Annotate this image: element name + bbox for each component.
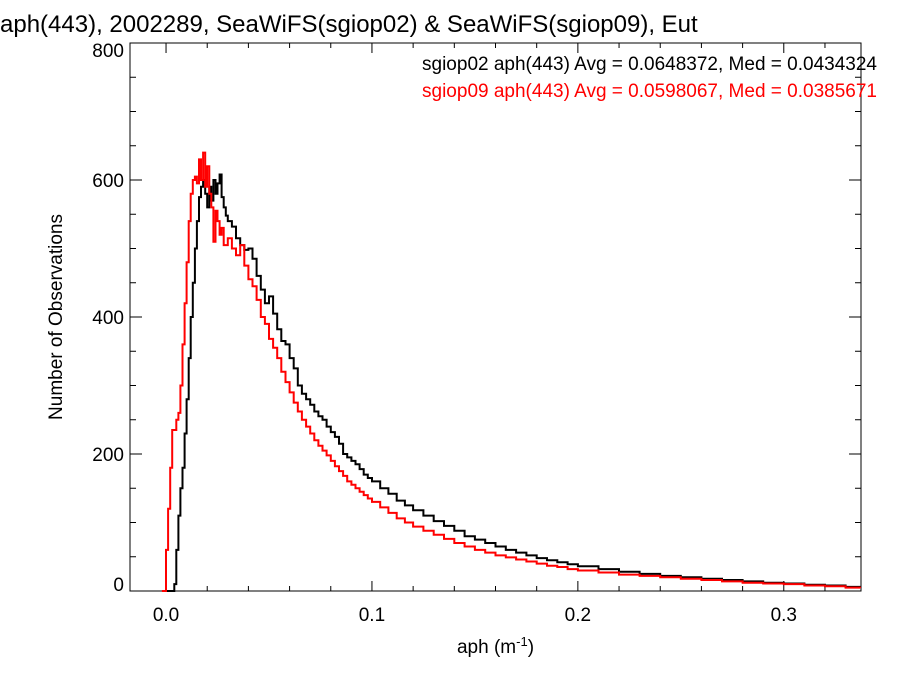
y-tick-label: 0 [113,575,124,596]
y-axis-label: Number of Observations [46,214,67,420]
plot-frame [129,42,862,592]
y-axis-ticks: 0 200 400 600 800 [92,41,861,596]
legend-entry-sgiop02: sgiop02 aph(443) Avg = 0.0648372, Med = … [422,54,877,75]
y-tick-label: 400 [92,308,124,329]
x-tick-label: 0.3 [771,605,797,626]
x-axis-label-superscript: -1 [516,634,528,649]
x-tick-label: 0.0 [153,605,179,626]
chart-title: aph(443), 2002289, SeaWiFS(sgiop02) & Se… [0,11,698,38]
y-tick-label: 800 [92,41,124,62]
series-line-sgiop09 [161,151,861,592]
x-axis-label-close: ) [528,637,534,658]
x-axis-label-main: aph (m [457,637,516,658]
series-group [161,151,861,592]
y-tick-label: 200 [92,445,124,466]
y-tick-label: 600 [92,171,124,192]
x-axis-ticks: 0.0 0.1 0.2 0.3 [153,43,826,626]
legend-entry-sgiop09: sgiop09 aph(443) Avg = 0.0598067, Med = … [422,81,877,102]
series-line-sgiop02 [166,173,861,592]
x-tick-label: 0.1 [359,605,385,626]
x-axis-label: aph (m-1) [457,634,534,659]
x-tick-label: 0.2 [565,605,591,626]
